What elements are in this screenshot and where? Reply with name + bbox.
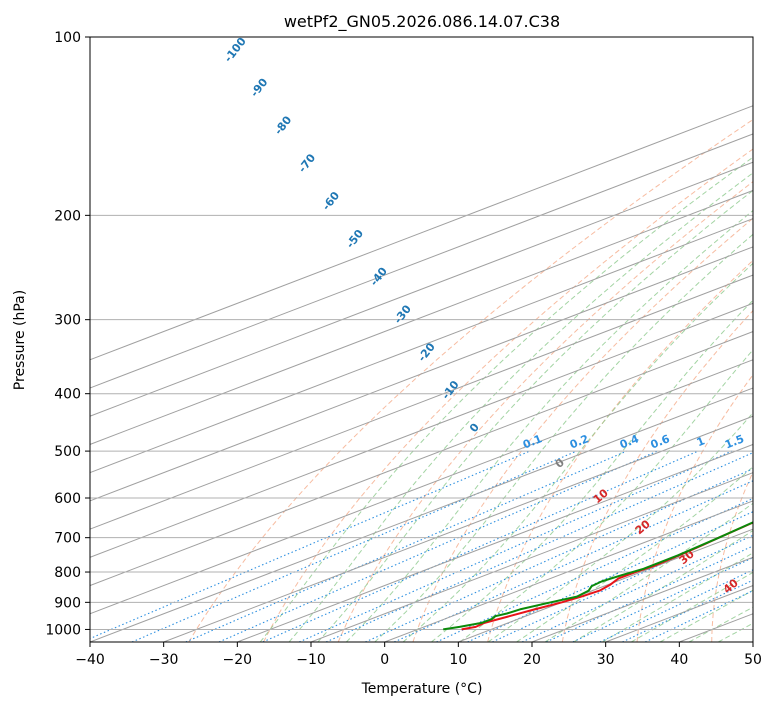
- moist-adiabat-line: [630, 571, 753, 642]
- y-tick-label: 700: [54, 531, 81, 547]
- isotherm-line: [237, 443, 753, 642]
- axes: −40 −30 −20 −10 0 10 20 30 40 50 100 200 300 400 500 60…: [45, 30, 762, 668]
- moist-adiabat-line: [431, 299, 753, 642]
- moist-adiabat-line: [288, 172, 753, 642]
- moist-adiabat-line: [374, 233, 753, 642]
- mixing-ratio-line: [218, 450, 658, 642]
- x-tick-label: 20: [523, 652, 541, 668]
- mixing-ratio-line: [298, 450, 733, 642]
- isotherm-line: [90, 387, 753, 642]
- isotherm-line: [90, 359, 753, 615]
- mixing-ratio-line: [90, 450, 531, 640]
- temperature-profile-line: [461, 521, 753, 631]
- isotherm-line: [90, 161, 753, 417]
- dry-adiabat-line: [263, 148, 753, 642]
- plot-frame: [89, 36, 754, 643]
- y-tick-label: 500: [54, 444, 81, 460]
- y-tick-label: 300: [54, 313, 81, 329]
- pressure-gridlines: [90, 37, 753, 630]
- moist-adiabat-line: [602, 552, 753, 642]
- x-tick-label: 30: [597, 652, 615, 668]
- moist-adiabats: [259, 156, 753, 642]
- y-tick-label: 100: [54, 30, 81, 46]
- x-tick-label: −20: [223, 652, 253, 668]
- isotherm-line: [90, 246, 753, 502]
- dry-adiabat-line: [487, 259, 753, 642]
- moist-adiabat-line: [317, 189, 753, 642]
- dry-adiabat-line: [188, 118, 753, 642]
- x-tick-label: 50: [744, 652, 762, 668]
- y-tick-label: 1000: [45, 622, 81, 638]
- y-tick-label: 400: [54, 387, 81, 403]
- isotherm-line: [90, 218, 753, 474]
- plot-area: -100-90-80-70-60-50-40-30-20-1000.1 0.2 0.…: [90, 37, 753, 642]
- isotherm-line: [384, 500, 753, 642]
- dry-adiabat-line: [337, 181, 753, 642]
- isotherms: [90, 105, 753, 642]
- y-tick-label: 900: [54, 595, 81, 611]
- isotherm-line: [90, 330, 753, 587]
- moist-adiabat-line: [516, 466, 753, 642]
- mixing-ratio-line: [546, 545, 753, 642]
- mixing-ratio-line: [325, 452, 753, 642]
- x-tick-label: 40: [670, 652, 688, 668]
- x-tick-label: −40: [75, 652, 105, 668]
- isotherm-line: [90, 105, 753, 361]
- mixing-ratio-line: [185, 450, 627, 642]
- isotherm-line: [163, 415, 753, 642]
- isotherm-line: [90, 302, 753, 558]
- moist-adiabat-line: [345, 209, 753, 642]
- y-axis-label: Pressure (hPa): [12, 290, 28, 390]
- isotherm-line: [90, 274, 753, 530]
- y-tick-label: 800: [54, 565, 81, 581]
- x-tick-label: 10: [449, 652, 467, 668]
- mixing-ratio-line: [572, 557, 753, 642]
- isotherm-line: [90, 133, 753, 389]
- mixing-ratio-line: [436, 497, 753, 642]
- dewpoint-profile-line: [443, 521, 753, 631]
- isotherm-line: [90, 189, 753, 445]
- mixing-ratio-label: 1: [695, 434, 707, 449]
- isotherm-line: [310, 472, 753, 642]
- moist-adiabat-line: [259, 156, 753, 642]
- y-tick-label: 600: [54, 491, 81, 507]
- x-tick-label: −30: [149, 652, 179, 668]
- x-tick-label: −10: [296, 652, 326, 668]
- moist-adiabat-line: [402, 262, 753, 642]
- chart-title: wetPf2_GN05.2026.086.14.07.C38: [284, 12, 560, 32]
- sounding-profiles: [443, 521, 753, 631]
- x-axis-label: Temperature (°C): [361, 681, 483, 697]
- mixing-ratio-line: [492, 521, 753, 642]
- isotherm-line: [458, 528, 753, 642]
- x-tick-label: 0: [380, 652, 389, 668]
- y-tick-label: 200: [54, 208, 81, 224]
